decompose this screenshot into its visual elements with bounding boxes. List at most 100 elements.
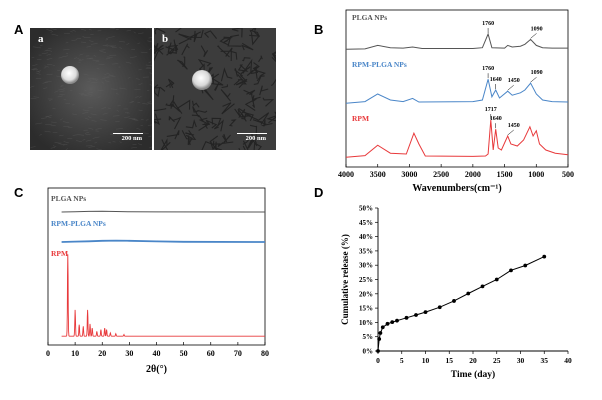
sem-crack — [220, 89, 232, 102]
ftir-series-line — [345, 79, 569, 104]
sem-texture-stroke — [104, 80, 110, 82]
sem-texture-stroke — [124, 116, 130, 119]
sem-crack — [217, 45, 230, 58]
sem-texture-stroke — [135, 96, 139, 98]
sem-texture-stroke — [119, 47, 123, 49]
sem-texture-stroke — [86, 57, 93, 59]
sem-crack — [220, 67, 233, 82]
xrd-x-tick-label: 0 — [46, 349, 50, 358]
sem-texture-stroke — [37, 70, 42, 72]
sem-texture-stroke — [82, 109, 90, 112]
sem-crack — [259, 85, 269, 96]
sem-texture-stroke — [80, 92, 85, 95]
sem-texture-stroke — [51, 33, 59, 36]
sem-texture-stroke — [39, 44, 43, 46]
sem-texture-stroke — [50, 30, 54, 33]
release-point — [390, 320, 395, 325]
sem-crack — [181, 43, 190, 56]
release-point — [404, 315, 409, 320]
sem-texture-stroke — [33, 96, 40, 98]
sem-texture-stroke — [50, 147, 56, 149]
ftir-x-tick-label: 500 — [562, 170, 574, 179]
sem-texture-stroke — [131, 146, 137, 149]
sem-crack — [234, 68, 244, 77]
sem-crack — [193, 30, 198, 43]
sem-texture-stroke — [79, 93, 84, 95]
sem-texture-stroke — [148, 37, 152, 39]
sem-texture-stroke — [133, 31, 136, 34]
sem-crack — [154, 118, 162, 121]
sem-texture-stroke — [57, 95, 63, 98]
sem-texture-stroke — [62, 121, 70, 124]
sem-texture-stroke — [50, 121, 57, 123]
sem-texture-stroke — [89, 77, 95, 80]
sem-crack — [221, 102, 235, 115]
release-point — [542, 254, 547, 259]
sem-texture-stroke — [138, 32, 144, 34]
xrd-x-tick-label: 70 — [234, 349, 242, 358]
sem-crack — [168, 115, 175, 123]
sem-texture-stroke — [87, 91, 93, 94]
ftir-peak-label: 1760 — [482, 21, 494, 27]
sem-crack — [177, 59, 188, 70]
sem-texture-stroke — [119, 40, 126, 43]
sem-texture-stroke — [46, 49, 53, 52]
sem-texture-stroke — [119, 87, 127, 90]
sem-crack — [242, 57, 251, 62]
sem-crack — [205, 119, 218, 129]
sem-texture-stroke — [110, 88, 118, 90]
xrd-x-tick-label: 40 — [153, 349, 161, 358]
sem-texture-stroke — [56, 75, 62, 77]
xrd-series-line — [61, 239, 266, 243]
release-y-tick-label: 40% — [359, 233, 373, 241]
sem-label-a: a — [38, 33, 44, 45]
sem-crack — [166, 130, 180, 140]
sem-texture-stroke — [81, 94, 87, 96]
sem-texture-stroke — [89, 95, 93, 97]
ftir-peak-arrow — [507, 85, 514, 91]
sem-texture-stroke — [72, 113, 77, 116]
sem-texture-stroke — [88, 127, 94, 130]
sem-texture-stroke — [82, 112, 89, 114]
release-point — [380, 325, 385, 330]
release-y-tick-label: 50% — [359, 205, 373, 213]
release-point — [437, 305, 442, 310]
sem-texture-stroke — [65, 148, 69, 150]
sem-texture-stroke — [36, 70, 41, 73]
ftir-x-tick-label: 1000 — [528, 170, 544, 179]
sem-texture-b — [154, 28, 276, 150]
sem-crack — [203, 30, 218, 39]
release-x-tick-label: 0 — [376, 356, 380, 365]
sem-crack — [234, 108, 246, 119]
xrd-x-tick-label: 30 — [125, 349, 133, 358]
sem-texture-stroke — [47, 63, 53, 66]
sem-texture-stroke — [46, 29, 53, 31]
sem-texture-stroke — [105, 39, 109, 41]
sem-texture-stroke — [105, 44, 108, 46]
sem-texture-stroke — [92, 78, 99, 80]
sem-crack — [249, 28, 257, 33]
sem-crack — [195, 110, 208, 113]
sem-image-a: a 200 nm — [30, 28, 152, 150]
sem-crack — [221, 133, 228, 143]
sem-texture-stroke — [44, 49, 49, 52]
sem-crack — [185, 132, 195, 136]
sem-texture-stroke — [35, 122, 43, 125]
release-point — [376, 349, 380, 353]
sem-texture-stroke — [119, 141, 122, 143]
sem-crack — [261, 120, 273, 127]
sem-texture-stroke — [84, 117, 89, 120]
sem-texture-stroke — [32, 46, 39, 48]
sem-texture-stroke — [44, 81, 52, 83]
sem-texture-stroke — [41, 117, 47, 119]
sem-texture-stroke — [148, 61, 152, 64]
ftir-series-line — [345, 32, 568, 50]
sem-crack — [154, 108, 167, 112]
sem-texture-stroke — [59, 118, 63, 121]
ftir-x-axis-label: Wavenumbers(cm⁻¹) — [412, 183, 501, 194]
sem-texture-stroke — [94, 79, 98, 81]
scale-bar-line-b — [237, 133, 267, 134]
sem-texture-stroke — [149, 146, 152, 149]
release-point — [509, 268, 513, 273]
nanoparticle-b — [192, 70, 212, 90]
